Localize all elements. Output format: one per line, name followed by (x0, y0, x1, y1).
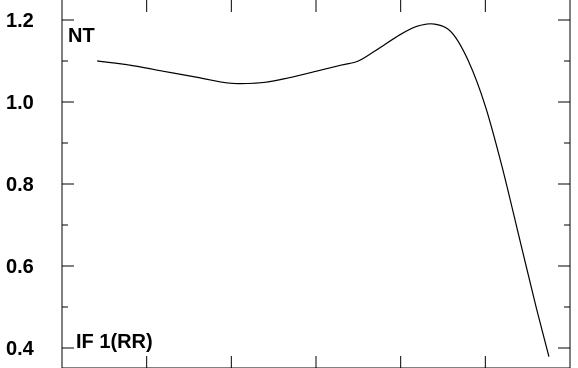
axis-ticks (62, 0, 570, 368)
y-tick-label: 1.2 (6, 10, 34, 32)
y-tick-label: 0.4 (6, 338, 35, 360)
y-tick-label: 0.6 (6, 256, 34, 278)
y-tick-labels: 0.4 0.6 0.8 1.0 1.2 (6, 10, 35, 360)
y-tick-label: 1.0 (6, 92, 34, 114)
annotation-if-rr: IF 1(RR) (76, 331, 153, 353)
series-line-0 (97, 23, 550, 357)
series-layer (97, 23, 550, 357)
y-tick-label: 0.8 (6, 174, 34, 196)
annotation-nt: NT (68, 25, 95, 47)
plot-frame (61, 0, 571, 368)
